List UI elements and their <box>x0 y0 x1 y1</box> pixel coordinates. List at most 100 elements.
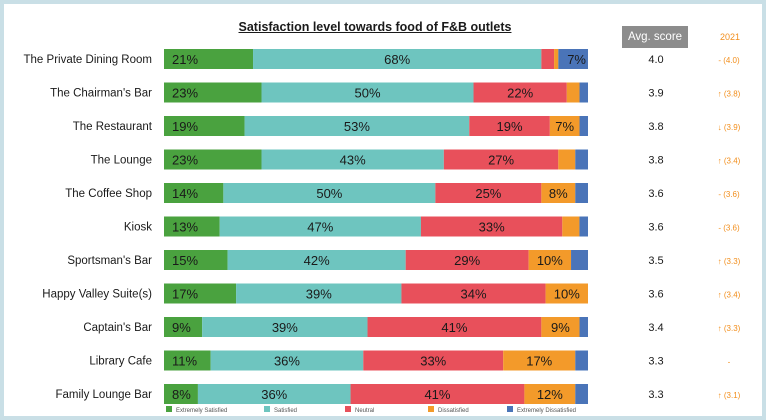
category-label: Library Cafe <box>89 356 152 368</box>
avg-score: 3.6 <box>648 188 663 200</box>
data-label: 8% <box>549 186 568 201</box>
bar-segment <box>164 384 198 404</box>
avg-score: 3.8 <box>648 121 663 133</box>
bar-segment <box>575 350 588 371</box>
bar-segment <box>554 49 559 69</box>
data-label: 7% <box>555 119 574 134</box>
legend-label: Extremely Dissatisfied <box>517 408 576 414</box>
bar-segment <box>558 149 576 170</box>
data-label: 19% <box>497 119 523 134</box>
bar-segment <box>558 49 588 69</box>
data-label: 12% <box>537 387 563 402</box>
bar-segment <box>579 116 588 136</box>
legend-swatch <box>345 406 351 412</box>
bar-segment <box>164 317 203 337</box>
bar-segment <box>575 384 588 404</box>
data-label: 8% <box>172 387 191 402</box>
data-label: 68% <box>384 52 410 67</box>
year-compare: ↑ (3.3) <box>718 324 741 333</box>
bar-segment <box>541 183 576 203</box>
chart-frame <box>4 4 762 416</box>
category-label: Sportsman's Bar <box>67 255 152 267</box>
bar-segment <box>223 183 436 203</box>
bar-segment <box>164 49 254 69</box>
bar-segment <box>210 350 364 371</box>
year-compare: - <box>728 358 731 367</box>
year-header: 2021 <box>719 32 741 42</box>
bar-segment <box>579 82 588 103</box>
data-label: 9% <box>172 320 191 335</box>
bar-segment <box>503 350 576 371</box>
bar-segment <box>253 49 542 69</box>
avg-score: 3.9 <box>648 88 663 100</box>
bar-segment <box>579 216 588 237</box>
data-label: 23% <box>172 153 198 168</box>
chart-title: Satisfaction level towards food of F&B o… <box>238 20 512 34</box>
data-label: 43% <box>340 153 366 168</box>
bar-segment <box>420 216 563 237</box>
bar-segment <box>571 250 588 270</box>
category-label: The Chairman's Bar <box>50 88 152 100</box>
bar-segment <box>219 216 421 237</box>
avg-score: 3.3 <box>648 389 663 401</box>
data-label: 19% <box>172 119 198 134</box>
data-label: 53% <box>344 119 370 134</box>
category-label: The Lounge <box>91 155 152 167</box>
bar-segment <box>541 317 580 337</box>
bar-segment <box>363 350 504 371</box>
bar-segment <box>549 116 580 136</box>
data-label: 15% <box>172 253 198 268</box>
avg-score: 4.0 <box>648 54 663 66</box>
bar-segment <box>261 82 474 103</box>
avg-score: 3.6 <box>648 289 663 301</box>
data-label: 29% <box>454 253 480 268</box>
legend-swatch <box>264 406 270 412</box>
bar-segment <box>244 116 470 136</box>
data-label: 10% <box>554 287 580 302</box>
legend-swatch <box>166 406 172 412</box>
avg-score: 3.4 <box>648 322 663 334</box>
bar-segment <box>545 283 588 304</box>
data-label: 22% <box>507 86 533 101</box>
bar-segment <box>350 384 525 404</box>
year-compare: - (4.0) <box>718 56 740 65</box>
year-compare: ↓ (3.9) <box>718 123 741 132</box>
bar-segment <box>575 183 588 203</box>
bar-segment <box>164 250 228 270</box>
bar-segment <box>443 149 559 170</box>
bar-segment <box>528 250 572 270</box>
data-label: 50% <box>316 186 342 201</box>
bar-segment <box>566 82 580 103</box>
avg-score: 3.3 <box>648 356 663 368</box>
bar-segment <box>164 283 237 304</box>
legend-label: Extremely Satisfied <box>176 408 227 414</box>
data-label: 34% <box>461 287 487 302</box>
bar-segment <box>202 317 368 337</box>
data-label: 39% <box>306 287 332 302</box>
avg-score: 3.6 <box>648 222 663 234</box>
data-label: 33% <box>420 354 446 369</box>
bar-segment <box>401 283 546 304</box>
legend-label: Dissatisfied <box>438 408 469 414</box>
data-label: 10% <box>537 253 563 268</box>
data-label: 47% <box>307 220 333 235</box>
year-compare: ↑ (3.3) <box>718 257 741 266</box>
bar-segment <box>469 116 550 136</box>
data-label: 41% <box>424 387 450 402</box>
bar-segment <box>579 317 588 337</box>
year-compare: - (3.6) <box>718 224 740 233</box>
category-label: Family Lounge Bar <box>55 389 152 401</box>
data-label: 14% <box>172 186 198 201</box>
bar-segment <box>473 82 567 103</box>
bar-segment <box>164 216 220 237</box>
data-label: 7% <box>567 52 586 67</box>
avg-score-header: Avg. score <box>622 26 688 48</box>
category-label: The Private Dining Room <box>24 54 152 66</box>
legend-label: Neutral <box>355 408 374 414</box>
legend-swatch <box>507 406 513 412</box>
avg-score: 3.8 <box>648 155 663 167</box>
bar-segment <box>541 49 555 69</box>
data-label: 27% <box>488 153 514 168</box>
category-label: Captain's Bar <box>83 322 152 334</box>
